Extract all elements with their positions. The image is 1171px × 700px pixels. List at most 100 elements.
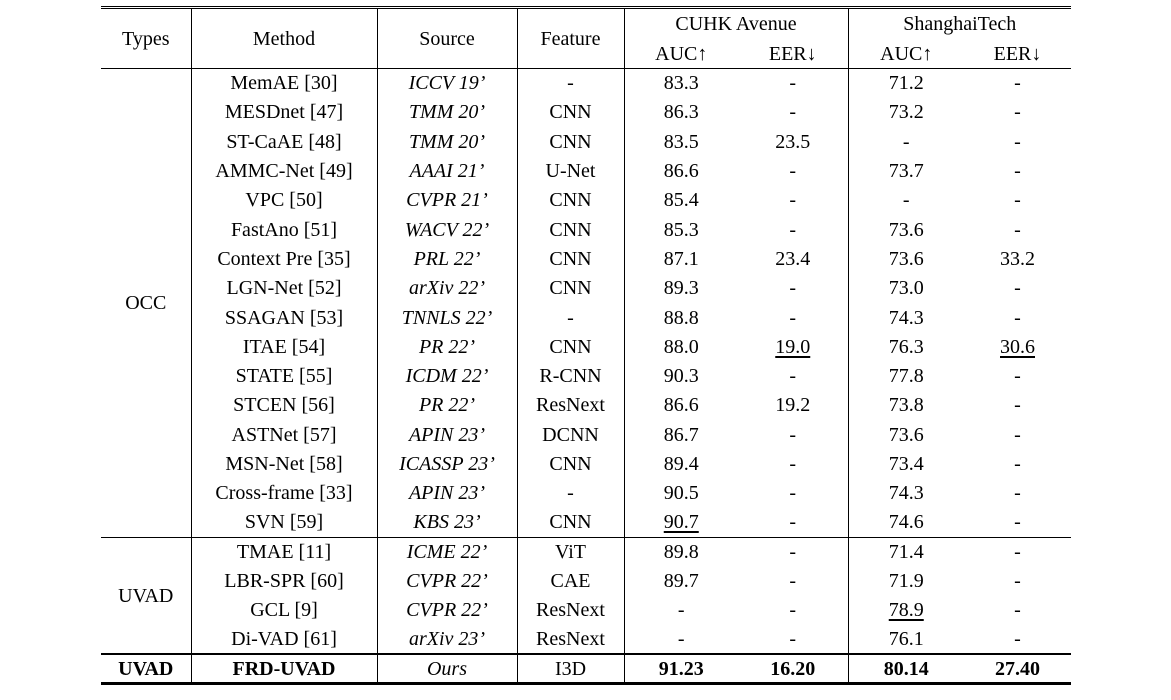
- cuhk-auc-cell-best: 91.23: [624, 653, 738, 686]
- sh-auc-cell: 71.4: [848, 536, 964, 567]
- sh-eer-cell: -: [1014, 306, 1021, 329]
- method-cell: LBR-SPR [60]: [191, 566, 378, 596]
- source-cell: arXiv 22’: [377, 273, 518, 303]
- header-auc-cuhk: AUC↑: [624, 39, 738, 69]
- cuhk-auc-cell: 83.3: [663, 72, 699, 95]
- sh-eer-cell-best: 27.40: [964, 653, 1072, 686]
- source-cell: TMM 20’: [377, 97, 518, 128]
- cuhk-eer-cell: -: [738, 507, 849, 538]
- source-cell: PRL 22’: [377, 244, 518, 274]
- sh-auc-cell: -: [902, 189, 910, 212]
- sh-auc-cell: 73.2: [888, 101, 924, 124]
- feature-cell: ResNext: [517, 390, 625, 421]
- feature-cell: DCNN: [517, 420, 625, 450]
- cuhk-eer-cell: -: [738, 566, 849, 596]
- table-row: SVN [59] KBS 23’ CNN 90.7 - 74.6 -: [101, 507, 1071, 538]
- cuhk-auc-cell-second-best: 90.7: [663, 511, 699, 534]
- method-cell: LGN-Net [52]: [191, 273, 378, 303]
- cuhk-eer-cell: -: [738, 625, 849, 655]
- method-cell-ours: FRD-UVAD: [191, 653, 378, 686]
- cuhk-eer-cell: -: [738, 273, 849, 303]
- feature-cell: ViT: [517, 536, 625, 567]
- table-row-ours: UVAD FRD-UVAD Ours I3D 91.23 16.20 80.14…: [101, 653, 1072, 686]
- sh-auc-cell: 71.9: [888, 570, 924, 593]
- source-cell: ICME 22’: [377, 536, 518, 567]
- sh-eer-cell: -: [1014, 511, 1021, 534]
- cuhk-auc-cell: 87.1: [663, 247, 699, 270]
- cuhk-eer-cell-best: 16.20: [738, 653, 849, 686]
- method-cell: STATE [55]: [191, 361, 378, 391]
- cuhk-eer-cell: -: [738, 478, 849, 508]
- feature-cell: -: [517, 68, 625, 98]
- feature-cell: -: [517, 302, 625, 333]
- feature-cell: ResNext: [517, 595, 625, 626]
- sh-auc-cell: 73.6: [888, 247, 924, 270]
- cuhk-eer-cell: -: [738, 449, 849, 479]
- source-cell: CVPR 22’: [377, 566, 518, 596]
- table-row: SSAGAN [53] TNNLS 22’ - 88.8 - 74.3 -: [101, 302, 1071, 333]
- sh-auc-cell: -: [902, 130, 910, 153]
- cuhk-eer-cell: 23.4: [738, 244, 849, 274]
- cuhk-eer-cell: -: [738, 595, 849, 626]
- method-cell: Cross-frame [33]: [191, 478, 378, 508]
- cuhk-auc-cell: 89.3: [663, 277, 699, 300]
- sh-auc-cell-second-best: 78.9: [888, 599, 924, 622]
- header-eer-cuhk: EER↓: [738, 39, 849, 69]
- sh-eer-cell: -: [1014, 218, 1021, 241]
- cuhk-eer-cell: -: [738, 185, 849, 215]
- cuhk-auc-cell: 85.4: [663, 189, 699, 212]
- cuhk-auc-cell: 88.8: [663, 306, 699, 329]
- sh-eer-cell: -: [1014, 365, 1021, 388]
- table-row: OCC MemAE [30] ICCV 19’ - 83.3 - 71.2 -: [101, 68, 1071, 538]
- sh-auc-cell: 74.3: [888, 306, 924, 329]
- cuhk-eer-cell: -: [738, 420, 849, 450]
- header-dataset-shanghaitech: ShanghaiTech: [903, 13, 1017, 35]
- source-cell: arXiv 23’: [377, 625, 518, 655]
- header-dataset-cuhk: CUHK Avenue: [624, 7, 849, 39]
- source-cell: APIN 23’: [377, 478, 518, 508]
- source-cell-ours: Ours: [377, 653, 518, 686]
- feature-cell: ResNext: [517, 625, 625, 655]
- feature-cell: CNN: [517, 273, 625, 303]
- header-auc-sh: AUC↑: [848, 39, 964, 69]
- feature-cell: CNN: [517, 185, 625, 215]
- table-row: Context Pre [35] PRL 22’ CNN 87.1 23.4 7…: [101, 244, 1071, 274]
- method-cell: MemAE [30]: [191, 68, 378, 98]
- cuhk-eer-cell: -: [738, 536, 849, 567]
- cuhk-eer-cell: 23.5: [738, 127, 849, 157]
- source-cell: WACV 22’: [377, 214, 518, 245]
- sh-eer-cell: 33.2: [1000, 247, 1035, 270]
- header-source: Source: [377, 7, 518, 69]
- method-cell: GCL [9]: [191, 595, 378, 626]
- feature-cell-ours: I3D: [517, 653, 625, 686]
- source-cell: CVPR 22’: [377, 595, 518, 626]
- sh-eer-cell: -: [1014, 570, 1021, 593]
- cuhk-auc-cell: -: [677, 628, 685, 651]
- source-cell: TMM 20’: [377, 127, 518, 157]
- cuhk-auc-cell: 89.4: [663, 453, 699, 475]
- method-cell: ITAE [54]: [191, 332, 378, 362]
- table-row: GCL [9] CVPR 22’ ResNext - - 78.9 -: [101, 595, 1071, 626]
- method-cell: SSAGAN [53]: [191, 302, 378, 333]
- sh-auc-cell: 76.3: [888, 335, 924, 358]
- sh-auc-cell: 73.0: [888, 277, 924, 300]
- table-row: ASTNet [57] APIN 23’ DCNN 86.7 - 73.6 -: [101, 420, 1071, 450]
- method-cell: Context Pre [35]: [191, 244, 378, 274]
- table-row: MESDnet [47] TMM 20’ CNN 86.3 - 73.2 -: [101, 97, 1071, 128]
- cuhk-auc-cell: 83.5: [663, 130, 699, 153]
- method-cell: STCEN [56]: [191, 390, 378, 421]
- header-eer-sh: EER↓: [964, 39, 1072, 69]
- sh-eer-cell: -: [1014, 628, 1021, 651]
- feature-cell: CNN: [517, 97, 625, 128]
- source-cell: PR 22’: [377, 390, 518, 421]
- sh-auc-cell: 73.4: [888, 453, 924, 475]
- cuhk-auc-cell: 86.6: [663, 394, 699, 417]
- sh-auc-cell: 71.2: [888, 72, 924, 95]
- sh-auc-cell: 73.6: [888, 218, 924, 241]
- cuhk-auc-cell: 86.3: [663, 101, 699, 124]
- sh-auc-cell: 73.8: [888, 394, 924, 417]
- cuhk-auc-cell: 86.6: [663, 160, 699, 183]
- method-cell: VPC [50]: [191, 185, 378, 215]
- cuhk-eer-cell-second-best: 19.0: [775, 335, 811, 358]
- table-row: LBR-SPR [60] CVPR 22’ CAE 89.7 - 71.9 -: [101, 566, 1071, 596]
